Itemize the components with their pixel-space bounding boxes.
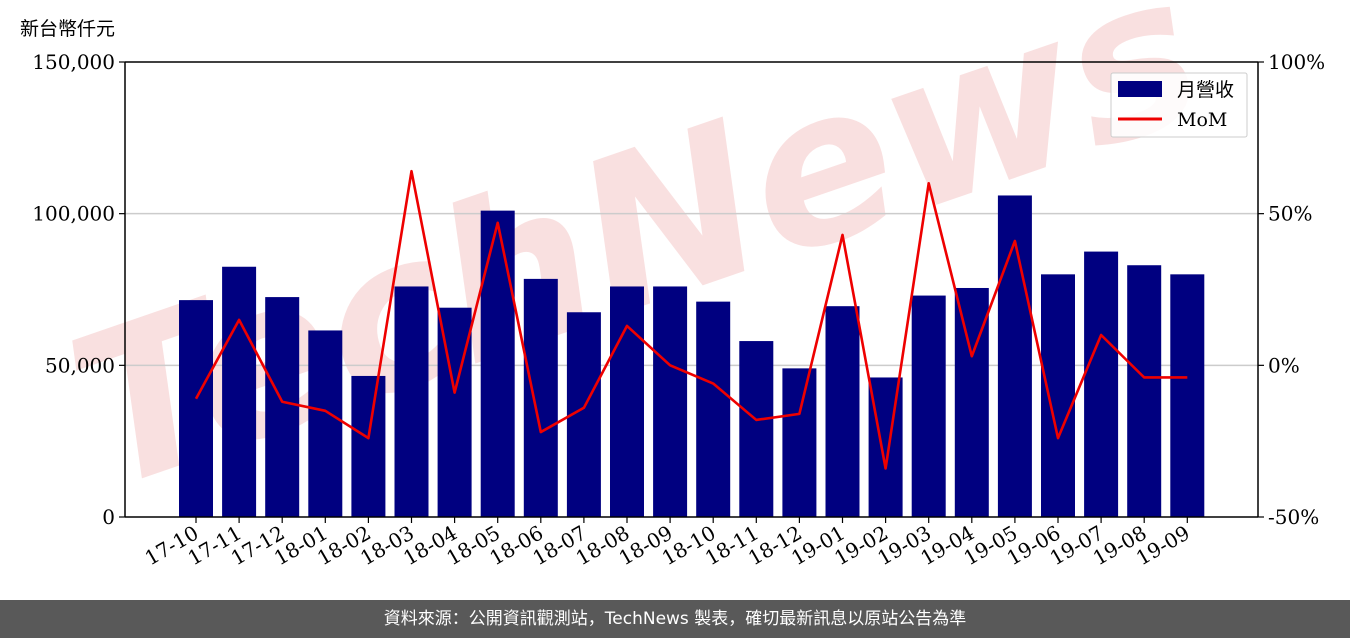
bar-17-11 bbox=[222, 266, 257, 517]
bar-19-06 bbox=[1041, 274, 1075, 517]
bar-19-08 bbox=[1127, 265, 1162, 517]
bar-17-12 bbox=[265, 297, 300, 517]
left-tick-label: 0 bbox=[102, 505, 115, 529]
bar-18-08 bbox=[610, 286, 644, 517]
mom-line bbox=[194, 169, 1188, 470]
y-axis-unit-label: 新台幣仟元 bbox=[20, 18, 116, 40]
legend-bar-label: 月營收 bbox=[1177, 79, 1234, 101]
right-tick-label: 50% bbox=[1268, 202, 1312, 226]
right-tick-label: -50% bbox=[1268, 505, 1319, 529]
bar-19-03 bbox=[911, 295, 946, 517]
left-tick-label: 50,000 bbox=[45, 353, 115, 377]
bar-18-11 bbox=[739, 341, 774, 517]
left-tick-label: 100,000 bbox=[32, 202, 115, 226]
legend-bar-swatch bbox=[1118, 81, 1162, 97]
bar-18-05 bbox=[480, 210, 515, 517]
right-tick-label: 100% bbox=[1268, 50, 1325, 74]
bar-18-03 bbox=[394, 286, 429, 517]
bar-19-09 bbox=[1170, 274, 1205, 517]
bar-19-01 bbox=[825, 306, 860, 517]
bar-19-07 bbox=[1084, 251, 1119, 518]
mom-line-series bbox=[194, 169, 1188, 470]
left-tick-label: 150,000 bbox=[32, 50, 115, 74]
bar-18-12 bbox=[782, 368, 817, 517]
bar-18-01 bbox=[308, 330, 343, 517]
footer-source-note: 資料來源：公開資訊觀測站，TechNews 製表，確切最新訊息以原站公告為準 bbox=[0, 600, 1350, 638]
bar-18-06 bbox=[523, 278, 558, 517]
right-tick-label: 0% bbox=[1268, 353, 1300, 377]
legend-line-label: MoM bbox=[1177, 109, 1227, 131]
bar-18-04 bbox=[437, 307, 472, 517]
bar-19-05 bbox=[997, 195, 1032, 517]
bar-18-02 bbox=[351, 375, 386, 517]
legend: 月營收 MoM bbox=[1110, 72, 1248, 138]
bar-18-09 bbox=[653, 286, 688, 517]
bar-17-10 bbox=[179, 300, 213, 517]
chart-svg: TechNews 050,000100,000150,000-50%0%50%1… bbox=[32, 0, 1325, 570]
bar-18-10 bbox=[696, 301, 731, 517]
